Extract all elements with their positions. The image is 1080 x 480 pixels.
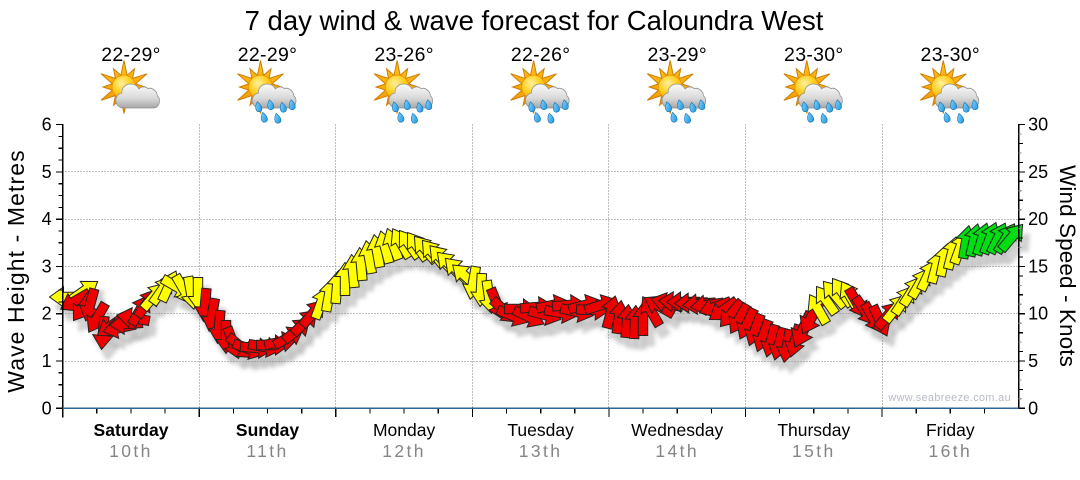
- svg-text:3: 3: [42, 256, 52, 276]
- svg-text:13th: 13th: [519, 441, 563, 461]
- svg-text:7 day wind & wave forecast for: 7 day wind & wave forecast for Caloundra…: [245, 5, 824, 36]
- svg-text:1: 1: [42, 351, 52, 371]
- svg-text:23-30°: 23-30°: [784, 44, 843, 66]
- svg-text:22-29°: 22-29°: [238, 44, 297, 66]
- svg-text:Monday: Monday: [373, 420, 436, 440]
- svg-text:Friday: Friday: [926, 420, 975, 440]
- svg-text:30: 30: [1028, 115, 1048, 135]
- svg-text:Sunday: Sunday: [236, 420, 299, 440]
- svg-text:0: 0: [42, 398, 52, 418]
- svg-text:Wind Speed - Knots: Wind Speed - Knots: [1055, 165, 1080, 367]
- svg-text:Tuesday: Tuesday: [507, 420, 574, 440]
- svg-text:www.seabreeze.com.au: www.seabreeze.com.au: [887, 392, 1011, 404]
- svg-text:5: 5: [1028, 351, 1038, 371]
- svg-text:11th: 11th: [246, 441, 288, 461]
- svg-text:12th: 12th: [382, 441, 426, 461]
- svg-text:16th: 16th: [928, 441, 972, 461]
- svg-text:15: 15: [1028, 256, 1048, 276]
- svg-text:2: 2: [42, 304, 52, 324]
- svg-text:10: 10: [1028, 304, 1048, 324]
- svg-text:0: 0: [1028, 398, 1038, 418]
- svg-text:4: 4: [42, 209, 52, 229]
- svg-text:Saturday: Saturday: [94, 420, 169, 440]
- svg-text:15th: 15th: [792, 441, 836, 461]
- svg-text:23-29°: 23-29°: [647, 44, 706, 66]
- svg-text:10th: 10th: [109, 441, 153, 461]
- svg-text:22-29°: 22-29°: [101, 44, 160, 66]
- svg-text:Wednesday: Wednesday: [631, 420, 723, 440]
- svg-text:5: 5: [42, 162, 52, 182]
- svg-text:Wave Height - Metres: Wave Height - Metres: [3, 149, 29, 393]
- svg-text:23-30°: 23-30°: [921, 44, 980, 66]
- svg-text:6: 6: [42, 115, 52, 135]
- svg-text:25: 25: [1028, 162, 1048, 182]
- svg-text:20: 20: [1028, 209, 1048, 229]
- svg-text:Thursday: Thursday: [777, 420, 850, 440]
- svg-text:22-26°: 22-26°: [511, 44, 570, 66]
- svg-text:23-26°: 23-26°: [374, 44, 433, 66]
- svg-text:14th: 14th: [655, 441, 699, 461]
